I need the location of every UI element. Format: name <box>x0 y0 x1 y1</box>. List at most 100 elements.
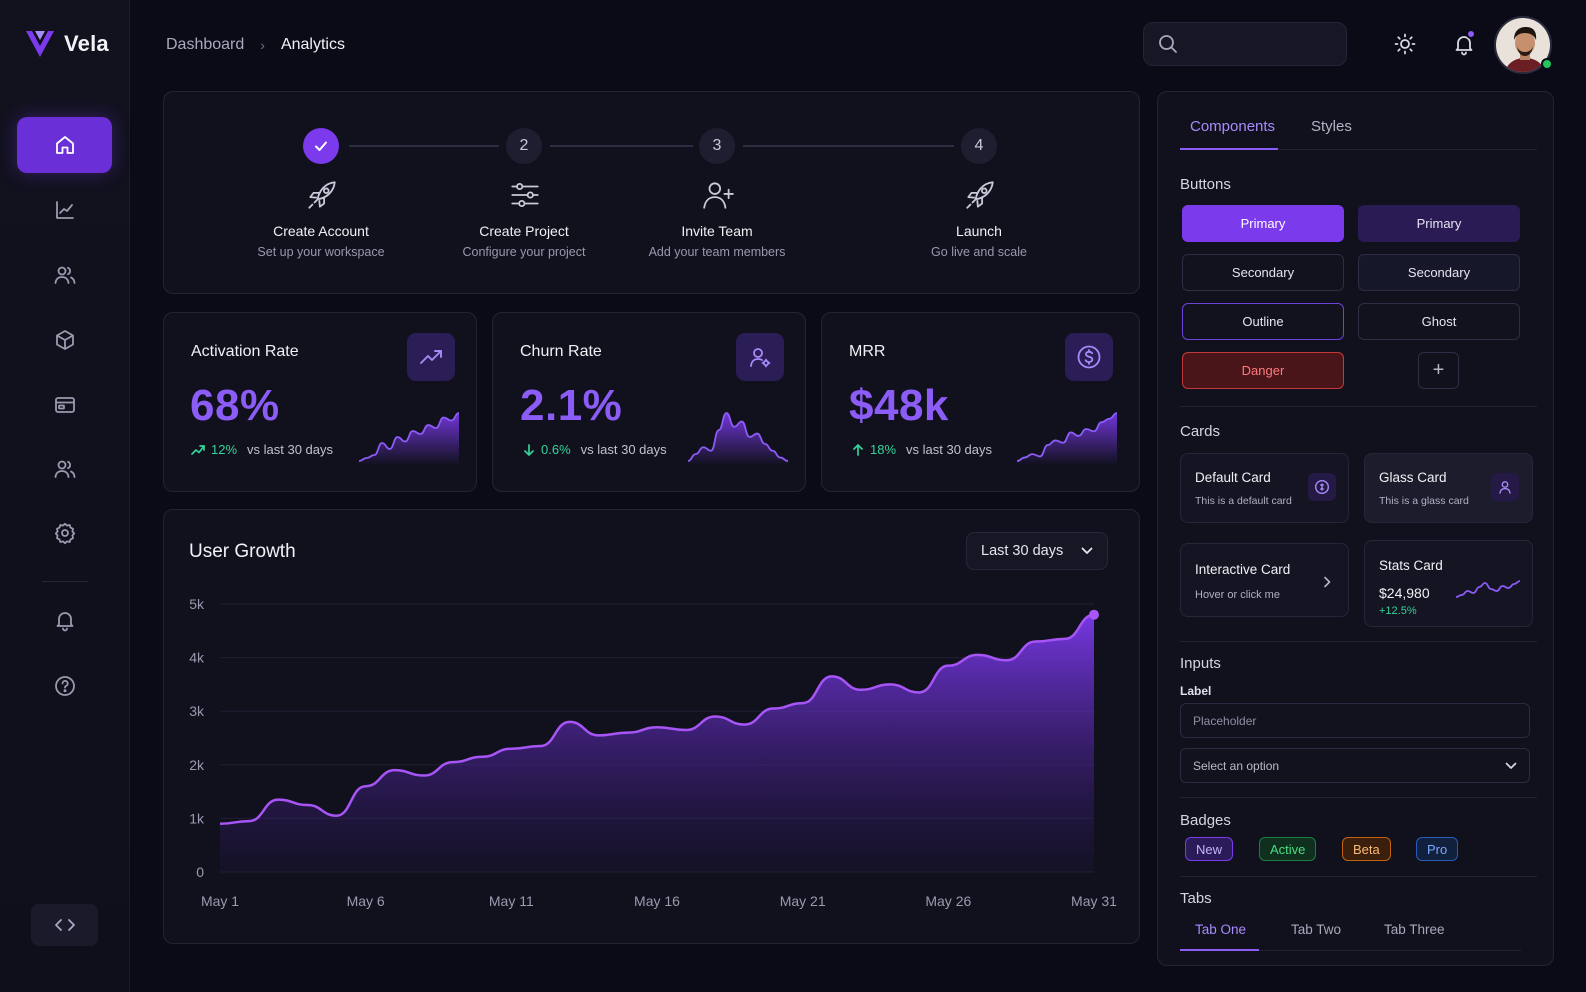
kpi-sparkline <box>358 412 460 465</box>
sidebar-item-home[interactable] <box>17 117 112 173</box>
sliders-icon <box>511 182 539 208</box>
tab-one[interactable]: Tab One <box>1195 922 1247 937</box>
x-tick-label: May 26 <box>925 893 971 909</box>
add-button[interactable]: + <box>1418 352 1459 389</box>
sidebar-item-notifications[interactable] <box>17 592 112 648</box>
trend-up-icon <box>191 444 205 455</box>
tab-active-underline <box>1180 148 1278 150</box>
tab-components[interactable]: Components <box>1190 118 1276 135</box>
kpi-title: MRR <box>849 343 886 360</box>
tab-three[interactable]: Tab Three <box>1384 922 1445 937</box>
step-2-title: Create Project <box>479 223 569 239</box>
user-plus-icon <box>703 182 734 209</box>
kpi-value: 68% <box>190 381 280 430</box>
ghost-button[interactable]: Ghost <box>1358 303 1520 340</box>
step-4-title: Launch <box>956 223 1002 239</box>
option-select[interactable]: Select an option <box>1180 748 1530 783</box>
tab-styles[interactable]: Styles <box>1311 118 1352 135</box>
section-divider <box>1180 876 1537 877</box>
primary-button[interactable]: Primary <box>1182 205 1344 242</box>
danger-button[interactable]: Danger <box>1182 352 1344 389</box>
arrow-up-icon <box>853 443 863 456</box>
sparkline-line <box>358 412 460 462</box>
tab-two[interactable]: Tab Two <box>1291 922 1342 937</box>
online-status-indicator <box>1541 58 1553 70</box>
kpi-sparkline <box>687 412 789 465</box>
theme-toggle-button[interactable] <box>1389 28 1421 60</box>
badge-pro: Pro <box>1416 837 1459 861</box>
x-tick-label: May 6 <box>347 893 385 909</box>
section-title-buttons: Buttons <box>1180 176 1231 193</box>
growth-endpoint-marker[interactable] <box>1089 609 1099 620</box>
chevron-down-icon <box>1081 547 1093 554</box>
kpi-delta: 0.6% vs last 30 days <box>523 442 667 457</box>
breadcrumb: Dashboard › Analytics <box>166 36 345 54</box>
y-tick-label: 2k <box>189 757 205 773</box>
notification-dot <box>1466 29 1476 39</box>
secondary-button[interactable]: Secondary <box>1182 254 1344 291</box>
step-4-indicator[interactable]: 4 <box>961 128 997 164</box>
text-input[interactable] <box>1180 703 1530 738</box>
kpi-icon-box <box>1065 333 1113 381</box>
search-input[interactable] <box>1188 36 1338 52</box>
card-icon-box <box>1308 473 1336 501</box>
outline-button[interactable]: Outline <box>1182 303 1344 340</box>
primary-dark-button[interactable]: Primary <box>1358 205 1520 242</box>
interactive-card[interactable]: Interactive Card Hover or click me <box>1180 543 1349 617</box>
step-1-indicator[interactable] <box>303 128 339 164</box>
step-2-indicator[interactable]: 2 <box>506 128 542 164</box>
sidebar-item-help[interactable] <box>17 658 112 714</box>
collapse-sidebar-button[interactable] <box>31 904 98 946</box>
section-title-tabs: Tabs <box>1180 890 1212 907</box>
step-3-title: Invite Team <box>681 223 753 239</box>
section-title-badges: Badges <box>1180 812 1231 829</box>
kpi-value: 2.1% <box>520 381 623 430</box>
help-icon <box>54 676 75 696</box>
stats-card[interactable]: Stats Card $24,980 +12.5% <box>1364 540 1533 627</box>
sparkline-line <box>1455 580 1521 598</box>
step-3-indicator[interactable]: 3 <box>699 128 735 164</box>
chevron-right-icon <box>1324 576 1331 588</box>
dollar-icon <box>1077 345 1101 369</box>
home-icon <box>55 136 74 154</box>
avatar[interactable] <box>1494 16 1552 74</box>
search-box[interactable] <box>1143 22 1347 66</box>
step-connector <box>550 145 693 147</box>
date-range-value: Last 30 days <box>981 543 1064 559</box>
sidebar-item-billing[interactable] <box>17 377 112 433</box>
kpi-delta-value: 12% <box>211 442 238 457</box>
search-icon <box>1159 35 1177 53</box>
notifications-button[interactable] <box>1448 28 1480 60</box>
tab-active-underline <box>1180 949 1259 951</box>
x-tick-label: May 16 <box>634 893 680 909</box>
y-tick-label: 3k <box>189 703 205 719</box>
y-tick-label: 1k <box>189 810 205 826</box>
kpi-icon-box <box>407 333 455 381</box>
chart-line-icon <box>55 201 74 219</box>
card-title: Default Card <box>1195 470 1271 485</box>
step-2-subtitle: Configure your project <box>462 245 586 259</box>
breadcrumb-analytics: Analytics <box>280 36 345 53</box>
x-tick-label: May 21 <box>780 893 826 909</box>
x-tick-label: May 1 <box>201 893 239 909</box>
sidebar-item-users[interactable] <box>17 247 112 303</box>
default-card[interactable]: Default Card This is a default card <box>1180 453 1349 523</box>
code-icon <box>54 919 75 931</box>
breadcrumb-dashboard[interactable]: Dashboard <box>166 36 245 53</box>
sidebar-item-products[interactable] <box>17 312 112 368</box>
date-range-select[interactable]: Last 30 days <box>966 532 1108 570</box>
growth-line <box>219 613 1095 826</box>
users-icon <box>54 266 75 284</box>
section-title-inputs: Inputs <box>1180 655 1221 672</box>
check-icon <box>315 141 327 151</box>
trend-up-icon <box>420 350 442 364</box>
glass-card[interactable]: Glass Card This is a glass card <box>1364 453 1533 523</box>
kpi-title: Churn Rate <box>520 343 602 360</box>
box-icon <box>55 330 74 350</box>
sidebar-item-team[interactable] <box>17 441 112 497</box>
sidebar-item-analytics[interactable] <box>17 182 112 238</box>
select-placeholder: Select an option <box>1193 758 1280 773</box>
secondary-dark-button[interactable]: Secondary <box>1358 254 1520 291</box>
logo[interactable]: Vela <box>24 28 109 60</box>
sidebar-item-settings[interactable] <box>17 505 112 561</box>
